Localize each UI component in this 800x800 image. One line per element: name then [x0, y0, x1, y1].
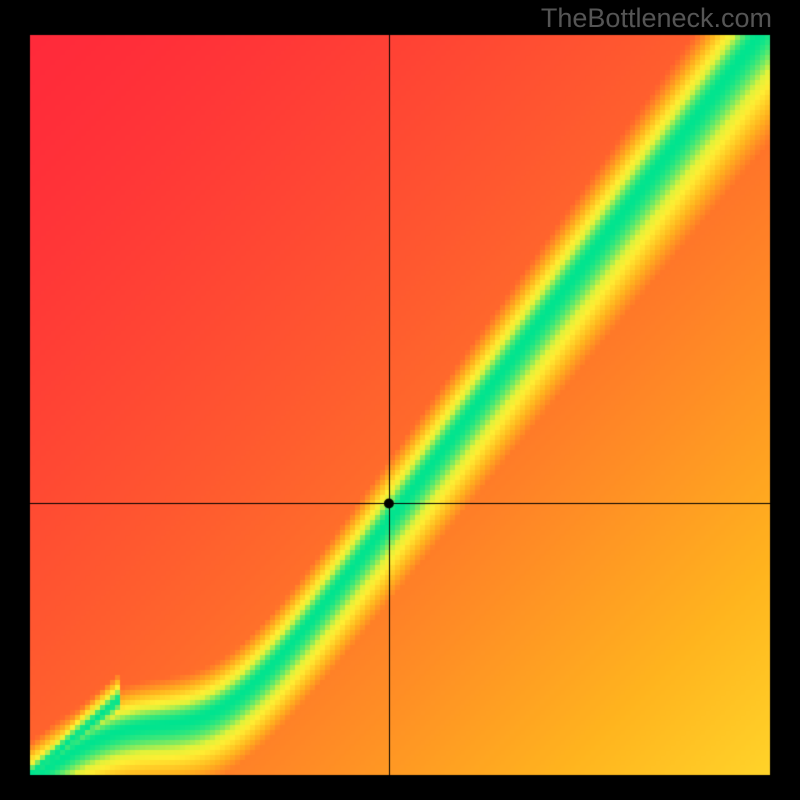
watermark-text: TheBottleneck.com	[541, 3, 772, 34]
bottleneck-heatmap	[0, 0, 800, 800]
chart-container: TheBottleneck.com	[0, 0, 800, 800]
